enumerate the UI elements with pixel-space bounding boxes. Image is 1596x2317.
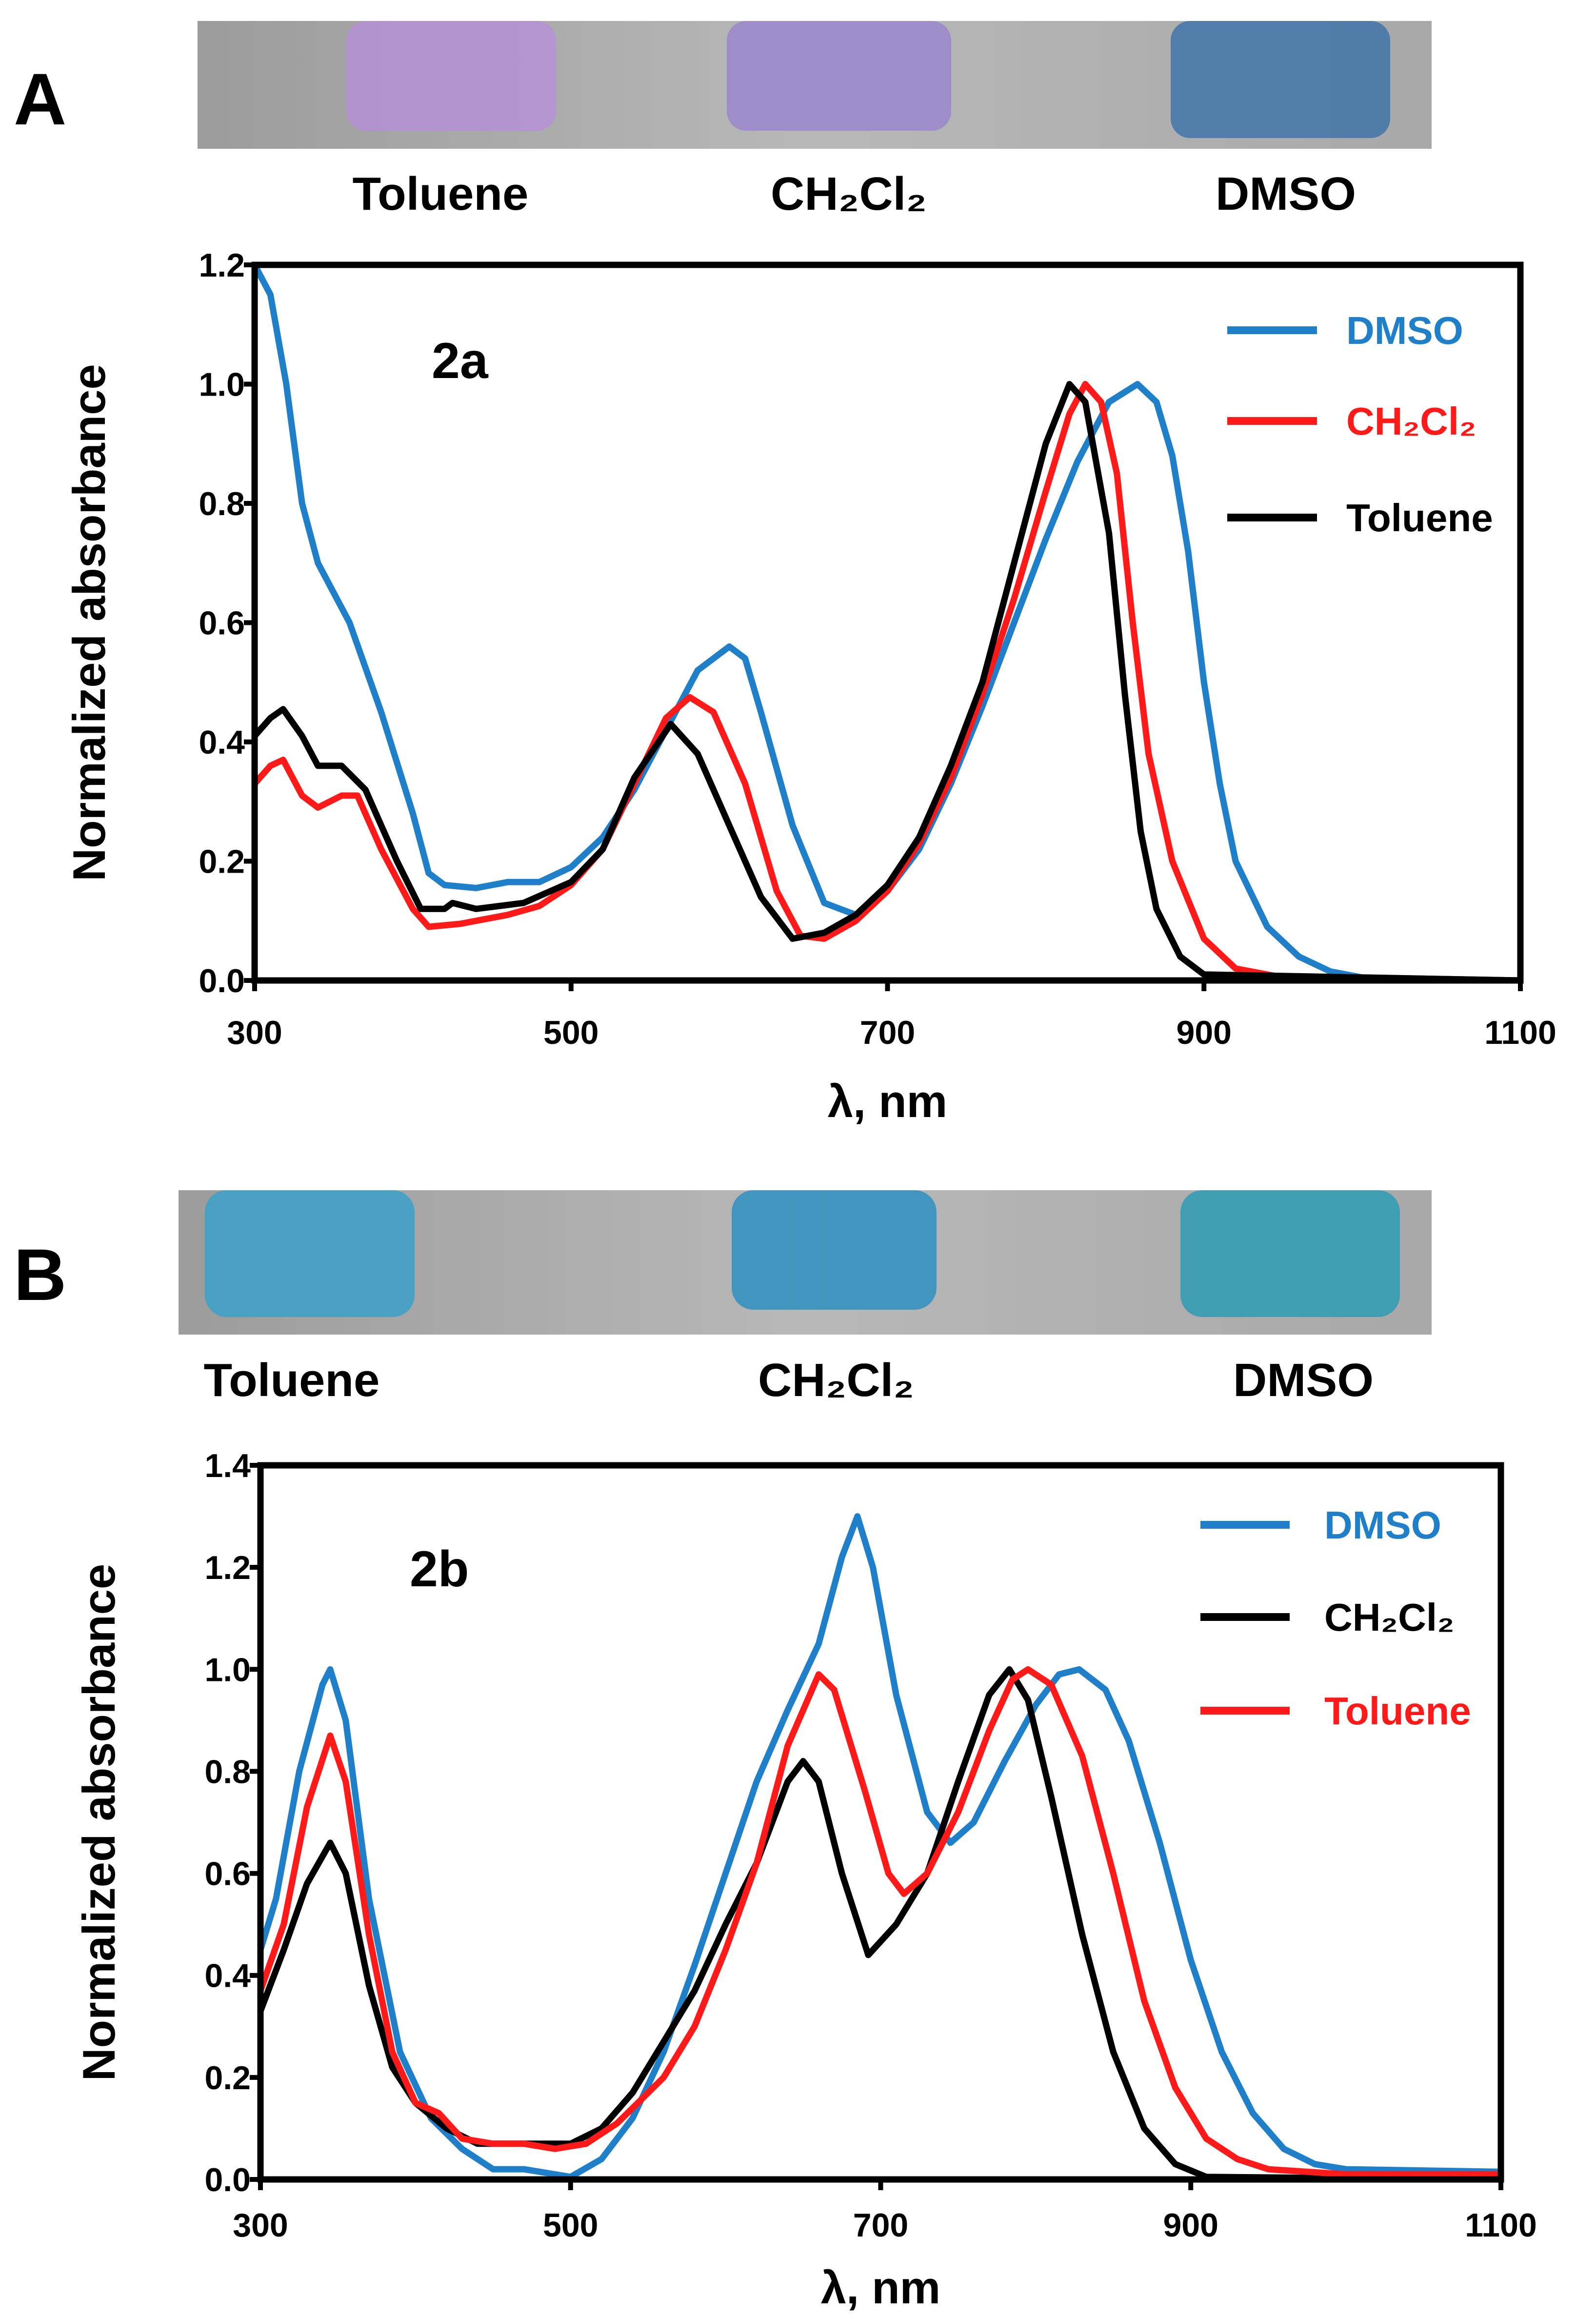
legend-label: CH₂Cl₂ (1324, 1596, 1455, 1639)
photo-label-ch2cl2: CH₂Cl₂ (758, 1354, 914, 1406)
y-tick-label: 1.4 (204, 1447, 251, 1484)
x-axis-label: λ, nm (828, 1076, 948, 1127)
vial-ch2cl2 (732, 1190, 937, 1310)
panel-a: A Toluene CH₂Cl₂ DMSO 300 500 700 900 1100 0.… (14, 21, 1556, 1127)
series-line-toluene (251, 381, 1524, 984)
y-axis-label: Normalized absorbance (73, 1564, 124, 2081)
photo-label-toluene: Toluene (353, 168, 529, 220)
legend-label: Toluene (1346, 496, 1493, 539)
series-line-dmso (251, 261, 1524, 984)
chart-2b: 300 500 700 900 1100 0.0 0.2 0.4 0.6 0.8 1.0 1.2 1.4… (73, 1447, 1537, 2313)
series-line-ch2cl2 (251, 381, 1524, 984)
y-tick-label: 0.0 (204, 2161, 251, 2198)
vial-ch2cl2 (727, 21, 951, 131)
vial-dmso (1180, 1190, 1400, 1317)
series-line-toluene (257, 1666, 1504, 2177)
y-tick-label: 0.4 (204, 1957, 251, 1995)
x-tick-label: 300 (227, 1014, 282, 1051)
x-tick-label: 700 (860, 1014, 915, 1051)
series-line-dmso (257, 1513, 1504, 2180)
panel-label: B (14, 1234, 66, 1316)
compound-label: 2a (432, 333, 489, 389)
legend-label: DMSO (1346, 309, 1463, 352)
y-tick-label: 1.2 (204, 1549, 251, 1586)
vial-toluene (346, 21, 556, 131)
x-tick-label: 500 (543, 2207, 598, 2244)
x-axis-label: λ, nm (821, 2262, 941, 2313)
y-tick-label: 0.6 (204, 1856, 251, 1893)
y-tick-label: 1.0 (199, 366, 245, 403)
y-tick-label: 0.4 (199, 724, 245, 761)
y-tick-label: 1.2 (199, 247, 245, 284)
x-tick-label: 300 (233, 2207, 288, 2244)
x-tick-label: 700 (853, 2207, 908, 2244)
y-axis-label: Normalized absorbance (63, 364, 115, 881)
panel-b: B Toluene CH₂Cl₂ DMSO 300 500 700 900 1100 0.… (14, 1190, 1537, 2313)
vial-dmso (1171, 21, 1390, 138)
chart-2a: 300 500 700 900 1100 0.0 0.2 0.4 0.6 0.8 1.0 1.2 λ, … (63, 247, 1556, 1127)
y-tick-label: 0.8 (204, 1753, 251, 1790)
y-tick-label: 0.2 (204, 2059, 251, 2097)
vial-toluene (205, 1190, 415, 1317)
x-tick-label: 1100 (1484, 1014, 1556, 1051)
x-tick-label: 900 (1177, 1014, 1232, 1051)
y-tick-label: 0.2 (199, 843, 245, 880)
photo-label-dmso: DMSO (1216, 168, 1356, 220)
photo-label-toluene: Toluene (204, 1354, 380, 1406)
x-tick-label: 500 (543, 1014, 598, 1051)
legend-label: DMSO (1324, 1503, 1441, 1547)
y-tick-label: 1.0 (204, 1651, 251, 1688)
vial-photo (198, 21, 1432, 149)
y-tick-label: 0.8 (199, 485, 245, 522)
compound-label: 2b (410, 1541, 469, 1598)
legend: DMSO CH₂Cl₂ Toluene (1227, 309, 1493, 539)
y-tick-label: 0.6 (199, 605, 245, 642)
vial-photo (179, 1190, 1432, 1335)
x-tick-label: 900 (1163, 2207, 1218, 2244)
y-tick-label: 0.0 (199, 962, 245, 999)
photo-label-ch2cl2: CH₂Cl₂ (771, 168, 927, 220)
series-line-ch2cl2 (257, 1666, 1504, 2183)
legend-label: CH₂Cl₂ (1346, 399, 1476, 443)
panel-label: A (14, 58, 66, 140)
x-tick-label: 1100 (1465, 2207, 1537, 2244)
legend: DMSO CH₂Cl₂ Toluene (1200, 1503, 1471, 1733)
legend-label: Toluene (1324, 1689, 1471, 1733)
photo-label-dmso: DMSO (1233, 1354, 1374, 1406)
